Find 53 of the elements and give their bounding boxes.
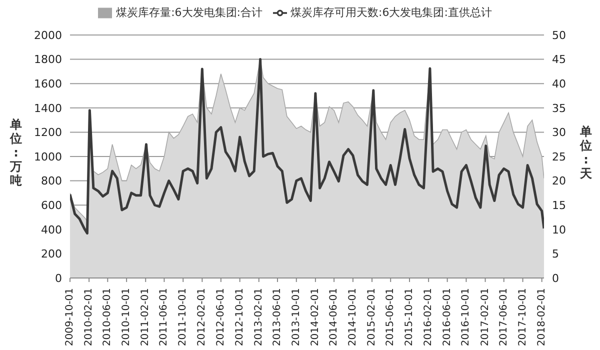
x-tick-label: 2016-02-01 — [423, 288, 434, 346]
x-tick-label: 2010-10-01 — [121, 288, 132, 346]
y-tick-label: 800 — [41, 174, 62, 188]
x-tick-label: 2018-02-01 — [536, 288, 548, 346]
y-tick-label: 200 — [41, 248, 62, 261]
x-tick-label: 2016-10-01 — [460, 288, 472, 346]
line-series — [70, 58, 544, 235]
x-tick-label: 2013-10-01 — [290, 288, 302, 346]
x-tick-label: 2009-10-01 — [64, 288, 76, 346]
legend-label: 煤炭库存可用天数:6大发电集团:直供总计 — [290, 6, 492, 19]
y2-tick-label: 45 — [552, 53, 566, 66]
x-tick-label: 2015-06-01 — [385, 288, 396, 346]
y-tick-label: 1200 — [34, 126, 62, 140]
x-tick-label: 2013-06-01 — [272, 288, 283, 346]
x-tick-label: 2011-10-01 — [178, 288, 189, 346]
y-tick-label: 1600 — [34, 78, 62, 91]
y-tick-label: 2000 — [34, 28, 62, 42]
y2-tick-label: 0 — [552, 272, 559, 285]
x-tick-label: 2011-06-01 — [158, 288, 170, 346]
y2-tick-label: 30 — [552, 126, 566, 140]
y2-tick-label: 35 — [552, 102, 566, 115]
y-tick-label: 1800 — [34, 53, 62, 66]
x-tick-label: 2014-02-01 — [310, 288, 321, 346]
y2-tick-label: 5 — [552, 248, 559, 261]
y2-tick-label: 10 — [552, 223, 566, 236]
x-tick-label: 2010-06-01 — [102, 288, 114, 346]
y-tick-label: 1400 — [34, 102, 62, 115]
x-tick-label: 2012-06-01 — [215, 288, 226, 346]
x-tick-label: 2017-06-01 — [498, 288, 510, 346]
y2-tick-label: 20 — [552, 174, 566, 188]
x-tick-label: 2012-10-01 — [234, 288, 246, 346]
y-axis-title: 单位:万吨 — [9, 118, 22, 188]
y-tick-label: 400 — [41, 223, 62, 236]
y-tick-label: 1000 — [34, 150, 62, 164]
x-tick-label: 2010-02-01 — [84, 288, 95, 346]
x-tick-label: 2014-10-01 — [347, 288, 358, 346]
y2-tick-label: 15 — [552, 199, 566, 212]
x-tick-label: 2012-02-01 — [196, 288, 208, 346]
x-tick-label: 2016-06-01 — [442, 288, 453, 346]
y2-axis-title: 单位:天 — [579, 124, 593, 180]
x-tick-label: 2013-02-01 — [253, 288, 264, 346]
x-tick-label: 2011-02-01 — [140, 288, 152, 346]
y2-tick-label: 50 — [552, 28, 566, 42]
x-tick-label: 2017-10-01 — [517, 288, 528, 346]
y2-tick-label: 40 — [552, 78, 566, 91]
x-tick-label: 2017-02-01 — [480, 288, 491, 346]
y-tick-label: 0 — [55, 272, 62, 285]
x-tick-label: 2014-06-01 — [328, 288, 340, 346]
y-tick-label: 600 — [41, 199, 62, 212]
x-tick-label: 2015-10-01 — [404, 288, 415, 346]
legend-label: 煤炭库存量:6大发电集团:合计 — [116, 6, 262, 19]
x-tick-label: 2015-02-01 — [366, 288, 378, 346]
y2-tick-label: 25 — [552, 150, 566, 164]
